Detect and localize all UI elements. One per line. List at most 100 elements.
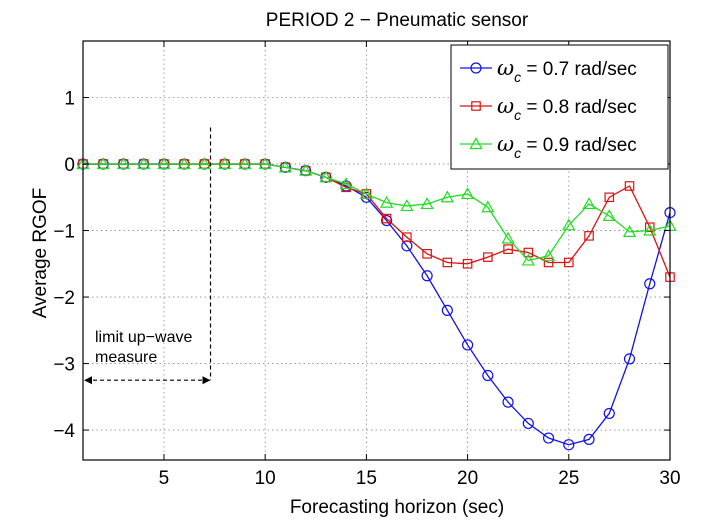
data-point [503, 244, 513, 254]
data-point [96, 157, 110, 170]
x-tick-label: 10 [255, 468, 276, 489]
legend-label: ωc = 0.8 rad/sec [497, 94, 637, 123]
x-tick-label: 15 [356, 468, 377, 489]
data-point [381, 213, 392, 224]
data-point [341, 182, 351, 193]
legend-item: ωc = 0.8 rad/sec [460, 94, 637, 123]
y-tick-label: −1 [53, 222, 75, 243]
data-point [137, 157, 151, 170]
legend-value: = 0.8 rad/sec [521, 97, 637, 118]
data-point [563, 439, 575, 451]
data-point [483, 252, 493, 262]
data-point [563, 257, 574, 268]
data-point [339, 177, 353, 190]
data-point [482, 369, 494, 382]
data-point [359, 187, 373, 200]
data-point [523, 247, 534, 258]
data-point [177, 157, 191, 170]
annotation-text: measure [95, 349, 157, 366]
data-point [238, 157, 252, 170]
data-point [157, 157, 171, 170]
data-point [462, 259, 473, 269]
legend-item: ωc = 0.7 rad/sec [460, 56, 637, 85]
data-point [583, 433, 595, 445]
legend-marker [471, 101, 481, 111]
data-point [319, 170, 333, 183]
data-point [441, 304, 453, 316]
data-point [197, 157, 212, 170]
y-tick-label: 0 [64, 155, 75, 176]
x-tick-label: 5 [159, 468, 170, 489]
x-tick-label: 25 [558, 468, 579, 489]
x-tick-label: 30 [659, 468, 680, 489]
legend-omega-symbol: ω [497, 132, 514, 156]
data-point [562, 218, 576, 231]
plot-series [76, 157, 677, 451]
data-point [643, 223, 657, 236]
data-point [116, 157, 131, 170]
data-point [584, 231, 594, 241]
data-point [402, 232, 412, 242]
data-point [624, 181, 635, 191]
annotation: limit up−wave measure [84, 127, 212, 385]
y-tick-label: −2 [53, 288, 75, 309]
data-point [218, 157, 232, 170]
data-point [623, 353, 636, 365]
data-point [582, 197, 596, 210]
data-point [381, 214, 393, 227]
data-point [400, 199, 414, 212]
data-point [542, 432, 555, 444]
legend-label: ωc = 0.7 rad/sec [497, 56, 637, 85]
legend-subscript: c [514, 145, 521, 161]
data-point [602, 209, 616, 221]
x-axis-label: Forecasting horizon (sec) [290, 497, 504, 518]
legend-value: = 0.9 rad/sec [521, 135, 637, 156]
data-point [460, 187, 475, 200]
data-point [644, 222, 655, 233]
legend-value: = 0.7 rad/sec [521, 59, 637, 80]
data-point [541, 248, 556, 261]
x-tick-label: 20 [457, 468, 478, 489]
y-tick-label: 1 [64, 89, 75, 110]
data-point [440, 190, 454, 203]
plot-frame [82, 40, 671, 461]
legend-item: ωc = 0.9 rad/sec [460, 132, 637, 161]
data-point [258, 157, 272, 170]
data-point [604, 192, 615, 203]
legend-marker [469, 137, 483, 150]
legend-box [450, 44, 669, 170]
data-point [299, 163, 313, 176]
y-axis-label: Average RGOF [30, 188, 51, 319]
data-point [522, 417, 534, 430]
legend-subscript: c [514, 69, 521, 85]
data-point [421, 270, 433, 282]
data-point [278, 160, 293, 173]
chart-title: PERIOD 2 − Pneumatic sensor [266, 10, 529, 31]
data-point [603, 407, 615, 420]
data-point [481, 200, 495, 213]
y-tick-label: −3 [53, 355, 75, 376]
data-point [442, 257, 453, 268]
y-tick-label: −4 [53, 421, 75, 442]
data-point [644, 278, 656, 290]
data-point [521, 253, 535, 266]
data-point [502, 396, 514, 408]
data-point [501, 231, 515, 244]
series-3 [76, 157, 677, 266]
grid [83, 41, 671, 460]
legend-omega-symbol: ω [497, 56, 514, 80]
data-point [543, 257, 554, 268]
annotation-arrowhead-left [84, 376, 92, 385]
legend-label: ωc = 0.9 rad/sec [497, 132, 637, 161]
legend-subscript: c [514, 107, 521, 123]
annotation-arrowhead-right [202, 376, 211, 385]
data-point [461, 339, 474, 351]
data-point [422, 249, 432, 259]
data-point [622, 225, 637, 237]
legend-omega-symbol: ω [497, 94, 514, 118]
legend-marker [470, 62, 482, 74]
data-point [380, 195, 394, 208]
data-point [420, 197, 434, 210]
